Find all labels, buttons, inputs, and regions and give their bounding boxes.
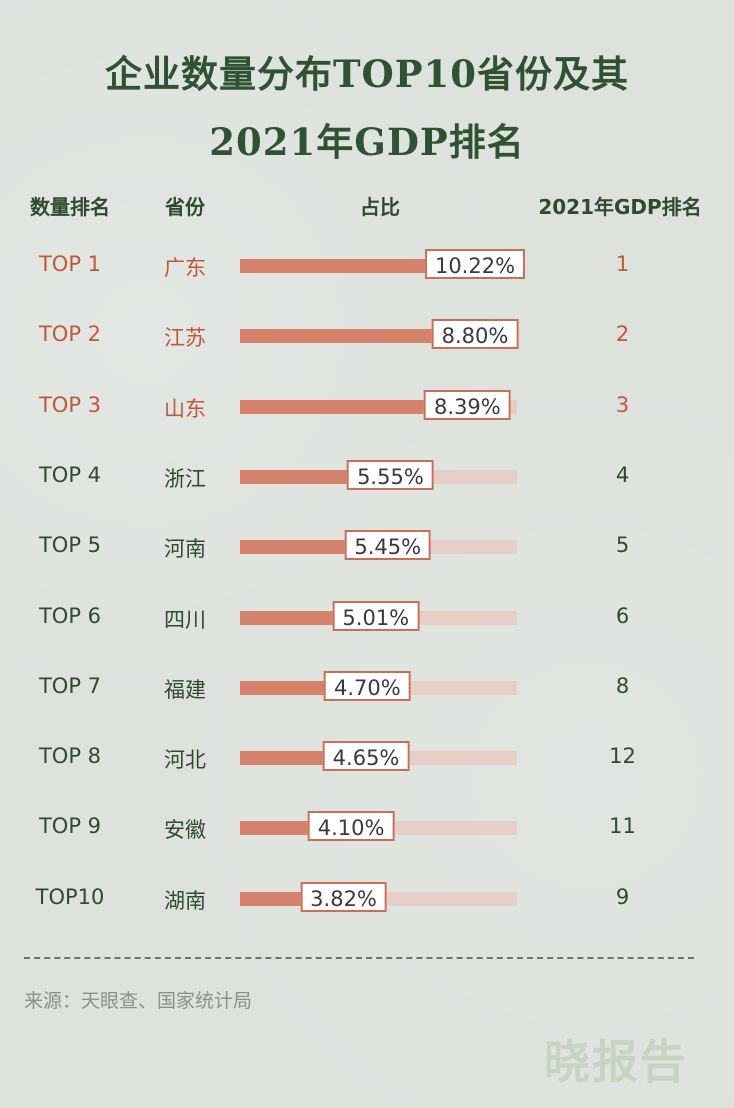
table-row: TOP 4 浙江 5.55% 4 bbox=[0, 456, 734, 496]
province-label: 广东 bbox=[164, 256, 206, 280]
gdp-rank-value: 6 bbox=[615, 603, 630, 628]
bar-value-label: 5.01% bbox=[332, 600, 420, 631]
header-share: 占比 bbox=[360, 195, 400, 219]
rank-label: TOP 6 bbox=[38, 603, 102, 628]
province-label: 河北 bbox=[164, 748, 206, 773]
gdp-rank-value: 8 bbox=[615, 673, 630, 698]
gdp-rank-value: 2 bbox=[615, 322, 630, 347]
rank-label: TOP 3 bbox=[38, 392, 102, 417]
header-rank: 数量排名 bbox=[30, 195, 110, 219]
header-gdp-rank: 2021年GDP排名 bbox=[538, 195, 702, 219]
province-label: 湖南 bbox=[164, 888, 206, 913]
province-label: 河南 bbox=[164, 537, 206, 562]
bar-value-label: 4.65% bbox=[322, 741, 410, 772]
gdp-rank-value: 11 bbox=[609, 814, 636, 839]
bar-value-label: 8.39% bbox=[424, 389, 511, 420]
bar-value-label: 4.10% bbox=[307, 811, 395, 842]
table-row: TOP 6 四川 5.01% 6 bbox=[0, 597, 734, 637]
bar-value-label: 10.22% bbox=[424, 249, 526, 279]
gdp-rank-value: 5 bbox=[615, 533, 630, 558]
gdp-rank-value: 4 bbox=[615, 462, 630, 487]
province-label: 四川 bbox=[164, 607, 206, 632]
province-label: 安徽 bbox=[164, 818, 206, 843]
gdp-rank-value: 3 bbox=[615, 392, 630, 417]
brand-logo: 晓报告 bbox=[544, 1035, 688, 1089]
table-row: TOP 9 安徽 4.10% 11 bbox=[0, 807, 734, 847]
table-row: TOP 7 福建 4.70% 8 bbox=[0, 667, 734, 707]
bar-value-label: 8.80% bbox=[431, 319, 519, 350]
table-row: TOP 8 河北 4.65% 12 bbox=[0, 737, 734, 777]
province-label: 山东 bbox=[164, 396, 206, 421]
gdp-rank-value: 12 bbox=[609, 744, 636, 769]
rank-label: TOP 2 bbox=[38, 322, 102, 347]
chart-title-line2: 2021年GDP排名 bbox=[209, 120, 525, 164]
rank-label: TOP10 bbox=[35, 884, 105, 909]
bar bbox=[240, 399, 468, 414]
rank-label: TOP 8 bbox=[38, 744, 102, 769]
source-note: 来源：天眼查、国家统计局 bbox=[24, 990, 253, 1012]
chart-title-line1: 企业数量分布TOP10省份及其 bbox=[104, 52, 630, 96]
rank-label: TOP 7 bbox=[38, 673, 102, 698]
dashed-divider bbox=[24, 957, 694, 959]
bar bbox=[240, 329, 479, 344]
province-label: 江苏 bbox=[164, 326, 206, 351]
gdp-rank-value: 1 bbox=[615, 252, 630, 276]
province-label: 福建 bbox=[164, 677, 206, 702]
rank-label: TOP 5 bbox=[38, 533, 102, 558]
rank-label: TOP 4 bbox=[38, 462, 102, 487]
table-row: TOP 5 河南 5.45% 5 bbox=[0, 526, 734, 566]
table-row: TOP 3 山东 8.39% 3 bbox=[0, 386, 734, 426]
table-row: TOP10 湖南 3.82% 9 bbox=[0, 878, 734, 918]
bar-value-label: 5.55% bbox=[347, 459, 434, 490]
province-label: 浙江 bbox=[164, 466, 206, 491]
header-province: 省份 bbox=[165, 195, 205, 219]
rank-label: TOP 9 bbox=[38, 814, 102, 839]
gdp-rank-value: 9 bbox=[615, 884, 630, 909]
table-row: TOP 1 广东 10.22% 1 bbox=[0, 245, 734, 285]
rank-label: TOP 1 bbox=[38, 252, 102, 276]
bar-value-label: 5.45% bbox=[344, 530, 432, 561]
bar-value-label: 4.70% bbox=[324, 670, 411, 701]
table-row: TOP 2 江苏 8.80% 2 bbox=[0, 315, 734, 355]
bar-value-label: 3.82% bbox=[300, 881, 387, 912]
